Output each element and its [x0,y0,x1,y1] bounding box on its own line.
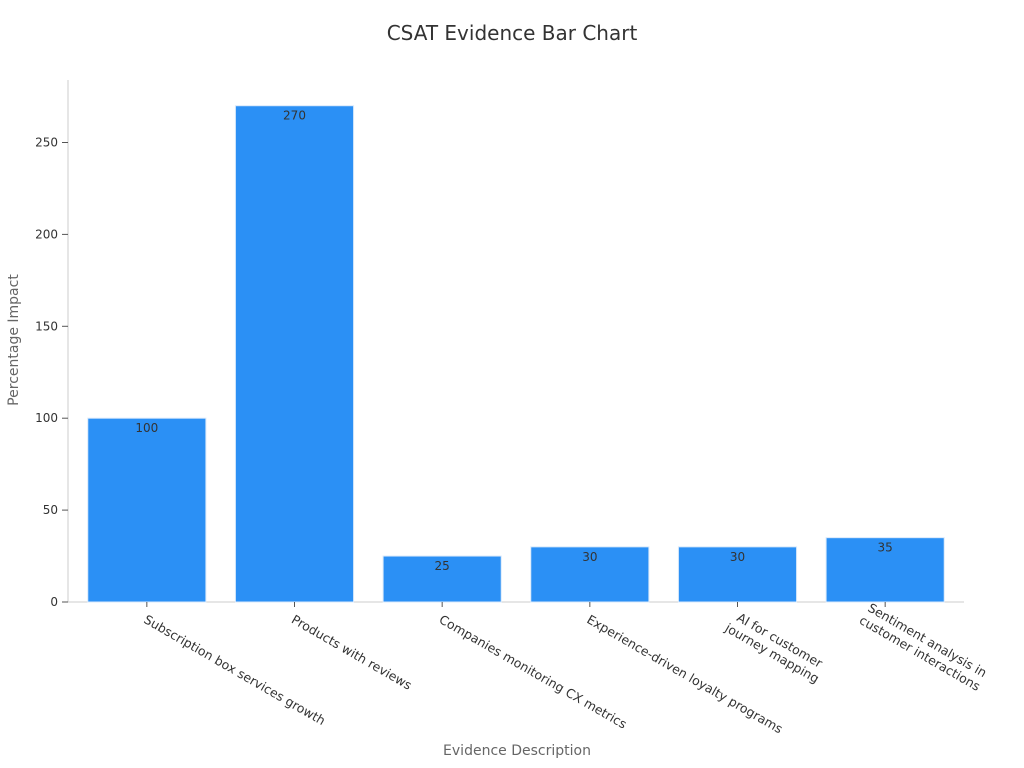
y-tick-label: 200 [35,227,58,241]
y-tick-label: 100 [35,411,58,425]
bars: 100 270 25 30 30 35 [87,105,945,603]
bar-value-label: 25 [435,559,450,573]
x-axis-label: Evidence Description [443,743,591,759]
bar-value-label: 35 [878,541,893,555]
bar [382,555,502,603]
bar [677,546,798,603]
bar [825,537,945,603]
bar-value-label: 100 [135,421,158,435]
y-tick-label: 150 [35,319,58,333]
y-tick-label: 250 [35,135,58,149]
x-category-label: Sentiment analysis incustomer interactio… [857,599,991,693]
bar-value-label: 30 [582,550,597,564]
bar-value-label: 30 [730,550,745,564]
x-category-label: AI for customerjourney mapping [722,607,830,686]
x-category-label-line: Products with reviews [289,612,415,693]
y-tick-label: 50 [43,503,58,517]
bar [530,546,650,603]
y-axis-label: Percentage Impact [6,274,22,406]
bar [87,417,207,603]
x-category-label: Products with reviews [289,612,415,693]
y-ticks: 0 50 100 150 200 250 [35,135,68,609]
bar-value-label: 270 [283,109,306,123]
chart-title: CSAT Evidence Bar Chart [387,21,638,45]
x-ticks: Subscription box services growthProducts… [141,599,991,736]
bar [234,105,355,603]
y-tick-label: 0 [50,595,58,609]
